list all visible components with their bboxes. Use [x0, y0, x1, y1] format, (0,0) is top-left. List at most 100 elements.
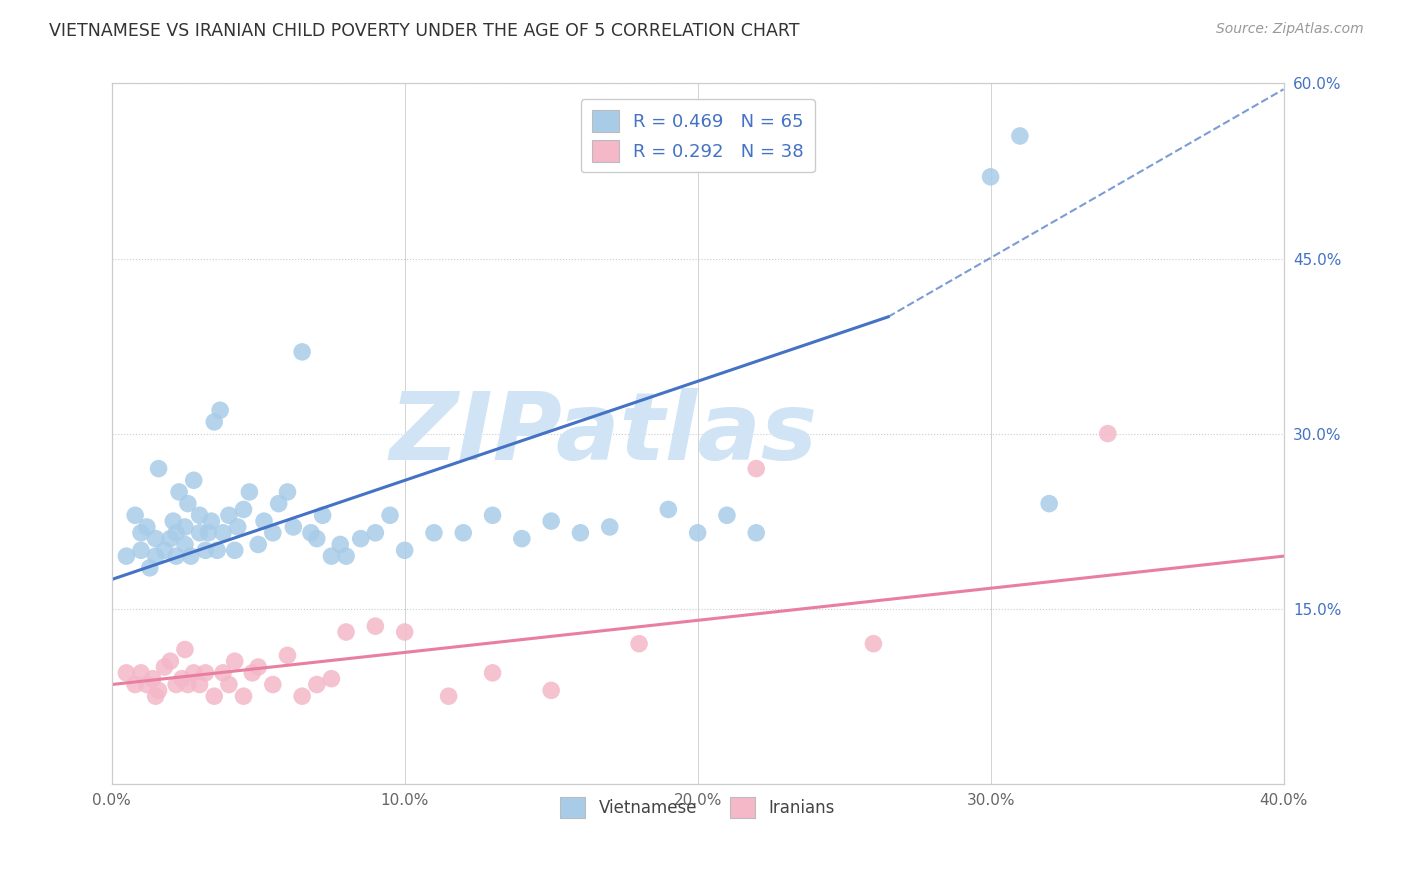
- Point: [145, 549, 167, 563]
- Point: [148, 461, 170, 475]
- Point: [194, 665, 217, 680]
- Point: [159, 654, 181, 668]
- Point: [200, 514, 222, 528]
- Point: [599, 520, 621, 534]
- Point: [124, 508, 146, 523]
- Point: [276, 485, 298, 500]
- Point: [145, 532, 167, 546]
- Point: [862, 637, 884, 651]
- Point: [174, 537, 197, 551]
- Point: [1008, 128, 1031, 143]
- Point: [267, 497, 290, 511]
- Point: [745, 461, 768, 475]
- Point: [174, 520, 197, 534]
- Point: [180, 549, 202, 563]
- Point: [335, 625, 357, 640]
- Point: [657, 502, 679, 516]
- Point: [364, 619, 387, 633]
- Point: [209, 403, 232, 417]
- Point: [291, 344, 314, 359]
- Point: [1097, 426, 1119, 441]
- Point: [238, 485, 260, 500]
- Point: [165, 677, 187, 691]
- Point: [124, 677, 146, 691]
- Point: [253, 514, 276, 528]
- Point: [321, 672, 343, 686]
- Point: [262, 677, 284, 691]
- Point: [153, 660, 176, 674]
- Point: [205, 543, 228, 558]
- Point: [628, 637, 651, 651]
- Point: [276, 648, 298, 663]
- Point: [745, 525, 768, 540]
- Point: [129, 665, 152, 680]
- Point: [311, 508, 333, 523]
- Point: [194, 543, 217, 558]
- Point: [197, 525, 219, 540]
- Text: ZIPatlas: ZIPatlas: [389, 388, 818, 480]
- Point: [170, 672, 193, 686]
- Point: [335, 549, 357, 563]
- Point: [394, 543, 416, 558]
- Point: [283, 520, 305, 534]
- Point: [510, 532, 533, 546]
- Point: [540, 683, 562, 698]
- Point: [247, 537, 270, 551]
- Point: [183, 665, 205, 680]
- Point: [1038, 497, 1060, 511]
- Point: [686, 525, 709, 540]
- Point: [540, 514, 562, 528]
- Point: [135, 520, 157, 534]
- Point: [305, 677, 328, 691]
- Point: [142, 672, 165, 686]
- Point: [980, 169, 1002, 184]
- Point: [159, 532, 181, 546]
- Point: [329, 537, 352, 551]
- Point: [115, 665, 138, 680]
- Point: [202, 689, 225, 703]
- Point: [451, 525, 474, 540]
- Point: [202, 415, 225, 429]
- Point: [129, 525, 152, 540]
- Point: [148, 683, 170, 698]
- Point: [183, 473, 205, 487]
- Point: [232, 689, 254, 703]
- Point: [305, 532, 328, 546]
- Point: [481, 508, 503, 523]
- Point: [350, 532, 373, 546]
- Point: [378, 508, 401, 523]
- Point: [115, 549, 138, 563]
- Text: Source: ZipAtlas.com: Source: ZipAtlas.com: [1216, 22, 1364, 37]
- Point: [145, 689, 167, 703]
- Point: [212, 525, 235, 540]
- Point: [299, 525, 322, 540]
- Point: [423, 525, 446, 540]
- Point: [291, 689, 314, 703]
- Point: [364, 525, 387, 540]
- Point: [232, 502, 254, 516]
- Legend: Vietnamese, Iranians: Vietnamese, Iranians: [554, 790, 842, 824]
- Point: [167, 485, 190, 500]
- Point: [240, 665, 263, 680]
- Point: [188, 508, 211, 523]
- Point: [226, 520, 249, 534]
- Point: [224, 543, 246, 558]
- Point: [153, 543, 176, 558]
- Point: [394, 625, 416, 640]
- Text: VIETNAMESE VS IRANIAN CHILD POVERTY UNDER THE AGE OF 5 CORRELATION CHART: VIETNAMESE VS IRANIAN CHILD POVERTY UNDE…: [49, 22, 800, 40]
- Point: [129, 543, 152, 558]
- Point: [177, 497, 200, 511]
- Point: [321, 549, 343, 563]
- Point: [165, 525, 187, 540]
- Point: [437, 689, 460, 703]
- Point: [165, 549, 187, 563]
- Point: [218, 508, 240, 523]
- Point: [177, 677, 200, 691]
- Point: [569, 525, 592, 540]
- Point: [139, 561, 162, 575]
- Point: [262, 525, 284, 540]
- Point: [135, 677, 157, 691]
- Point: [481, 665, 503, 680]
- Point: [247, 660, 270, 674]
- Point: [218, 677, 240, 691]
